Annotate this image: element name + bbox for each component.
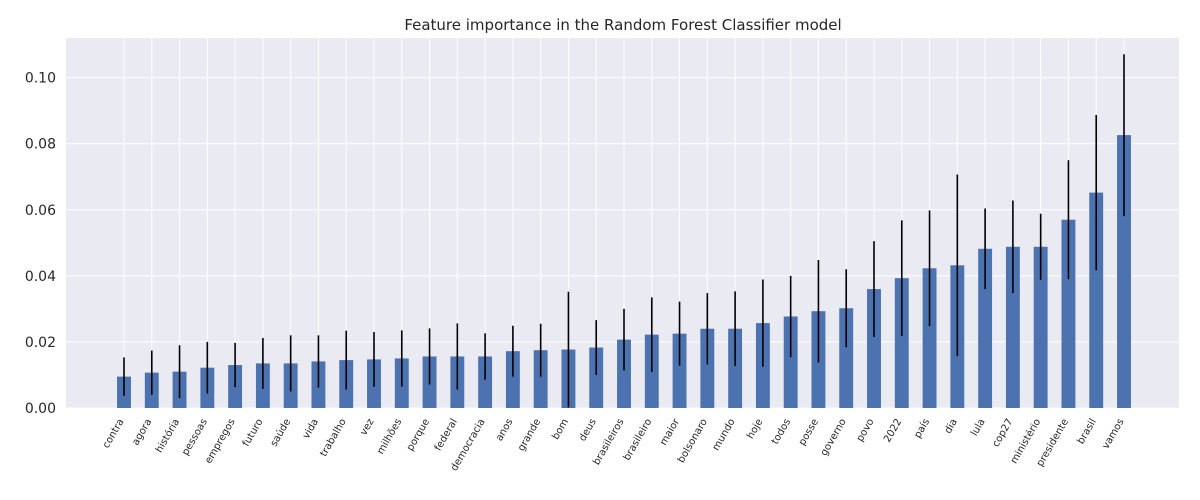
chart-title: Feature importance in the Random Forest …	[404, 16, 841, 34]
bar-povo	[867, 289, 881, 408]
x-tick-label: maior	[658, 416, 682, 447]
bar-todos	[783, 316, 798, 408]
bar-anos	[505, 351, 520, 408]
bars	[117, 135, 1131, 408]
y-tick-label: 0.10	[25, 71, 56, 87]
bar-vamos	[1117, 135, 1131, 408]
bar-grande	[533, 350, 548, 408]
bar-cop27	[1005, 246, 1020, 408]
bar-democracia	[478, 356, 493, 408]
x-tick-label: brasil	[1076, 417, 1099, 446]
x-tick-label: país	[912, 417, 933, 441]
x-tick-label: posse	[797, 417, 821, 448]
x-tick-label: vamos	[1101, 417, 1127, 451]
x-tick-label: porque	[405, 417, 432, 453]
error-bars	[123, 54, 1125, 408]
bar-mundo	[728, 328, 743, 408]
y-tick-label: 0.00	[25, 401, 56, 417]
bar-presidente	[1061, 219, 1076, 408]
x-tick-label: história	[153, 417, 182, 455]
x-tick-label: dia	[943, 417, 960, 436]
bar-lula	[978, 248, 993, 408]
x-tick-label: contra	[101, 417, 127, 450]
y-tick-labels: 0.00 0.02 0.04 0.06 0.08 0.10	[25, 71, 56, 417]
y-tick-label: 0.06	[25, 203, 56, 219]
bar-deus	[589, 347, 604, 408]
x-tick-label: federal	[433, 417, 460, 453]
x-tick-label: todos	[770, 417, 793, 447]
bar-2022	[894, 278, 909, 408]
x-tick-label: governo	[819, 417, 849, 458]
bar-país	[922, 268, 937, 408]
x-tick-label: hoje	[745, 417, 765, 441]
bar-ministério	[1033, 246, 1048, 408]
x-tick-label: anos	[494, 417, 515, 443]
bar-bolsonaro	[700, 328, 715, 408]
x-tick-label: vida	[301, 417, 321, 441]
x-tick-label: mundo	[711, 417, 738, 453]
x-tick-label: pessoas	[180, 417, 210, 457]
x-tick-label: saúde	[268, 417, 293, 449]
x-tick-label: brasileiro	[622, 417, 655, 463]
x-tick-label: deus	[577, 417, 599, 443]
x-tick-label: lula	[969, 417, 988, 438]
x-tick-label: 2022	[882, 417, 904, 445]
bar-maior	[672, 333, 687, 408]
x-tick-label: vez	[358, 417, 376, 438]
x-tick-label: bom	[550, 417, 571, 442]
x-tick-label: cop27	[991, 417, 1016, 449]
x-tick-label: grande	[516, 417, 543, 453]
x-tick-label: povo	[855, 417, 877, 444]
x-tick-label: agora	[130, 417, 154, 447]
x-tick-label: futuro	[241, 417, 266, 449]
x-tick-label: trabalho	[318, 417, 348, 459]
y-tick-label: 0.02	[25, 335, 56, 351]
x-tick-label: milhões	[375, 417, 404, 456]
bar-brasil	[1089, 192, 1104, 408]
y-tick-label: 0.04	[25, 269, 56, 285]
y-tick-label: 0.08	[25, 137, 56, 153]
bar-brasileiros	[617, 339, 631, 408]
bar-governo	[839, 308, 854, 408]
